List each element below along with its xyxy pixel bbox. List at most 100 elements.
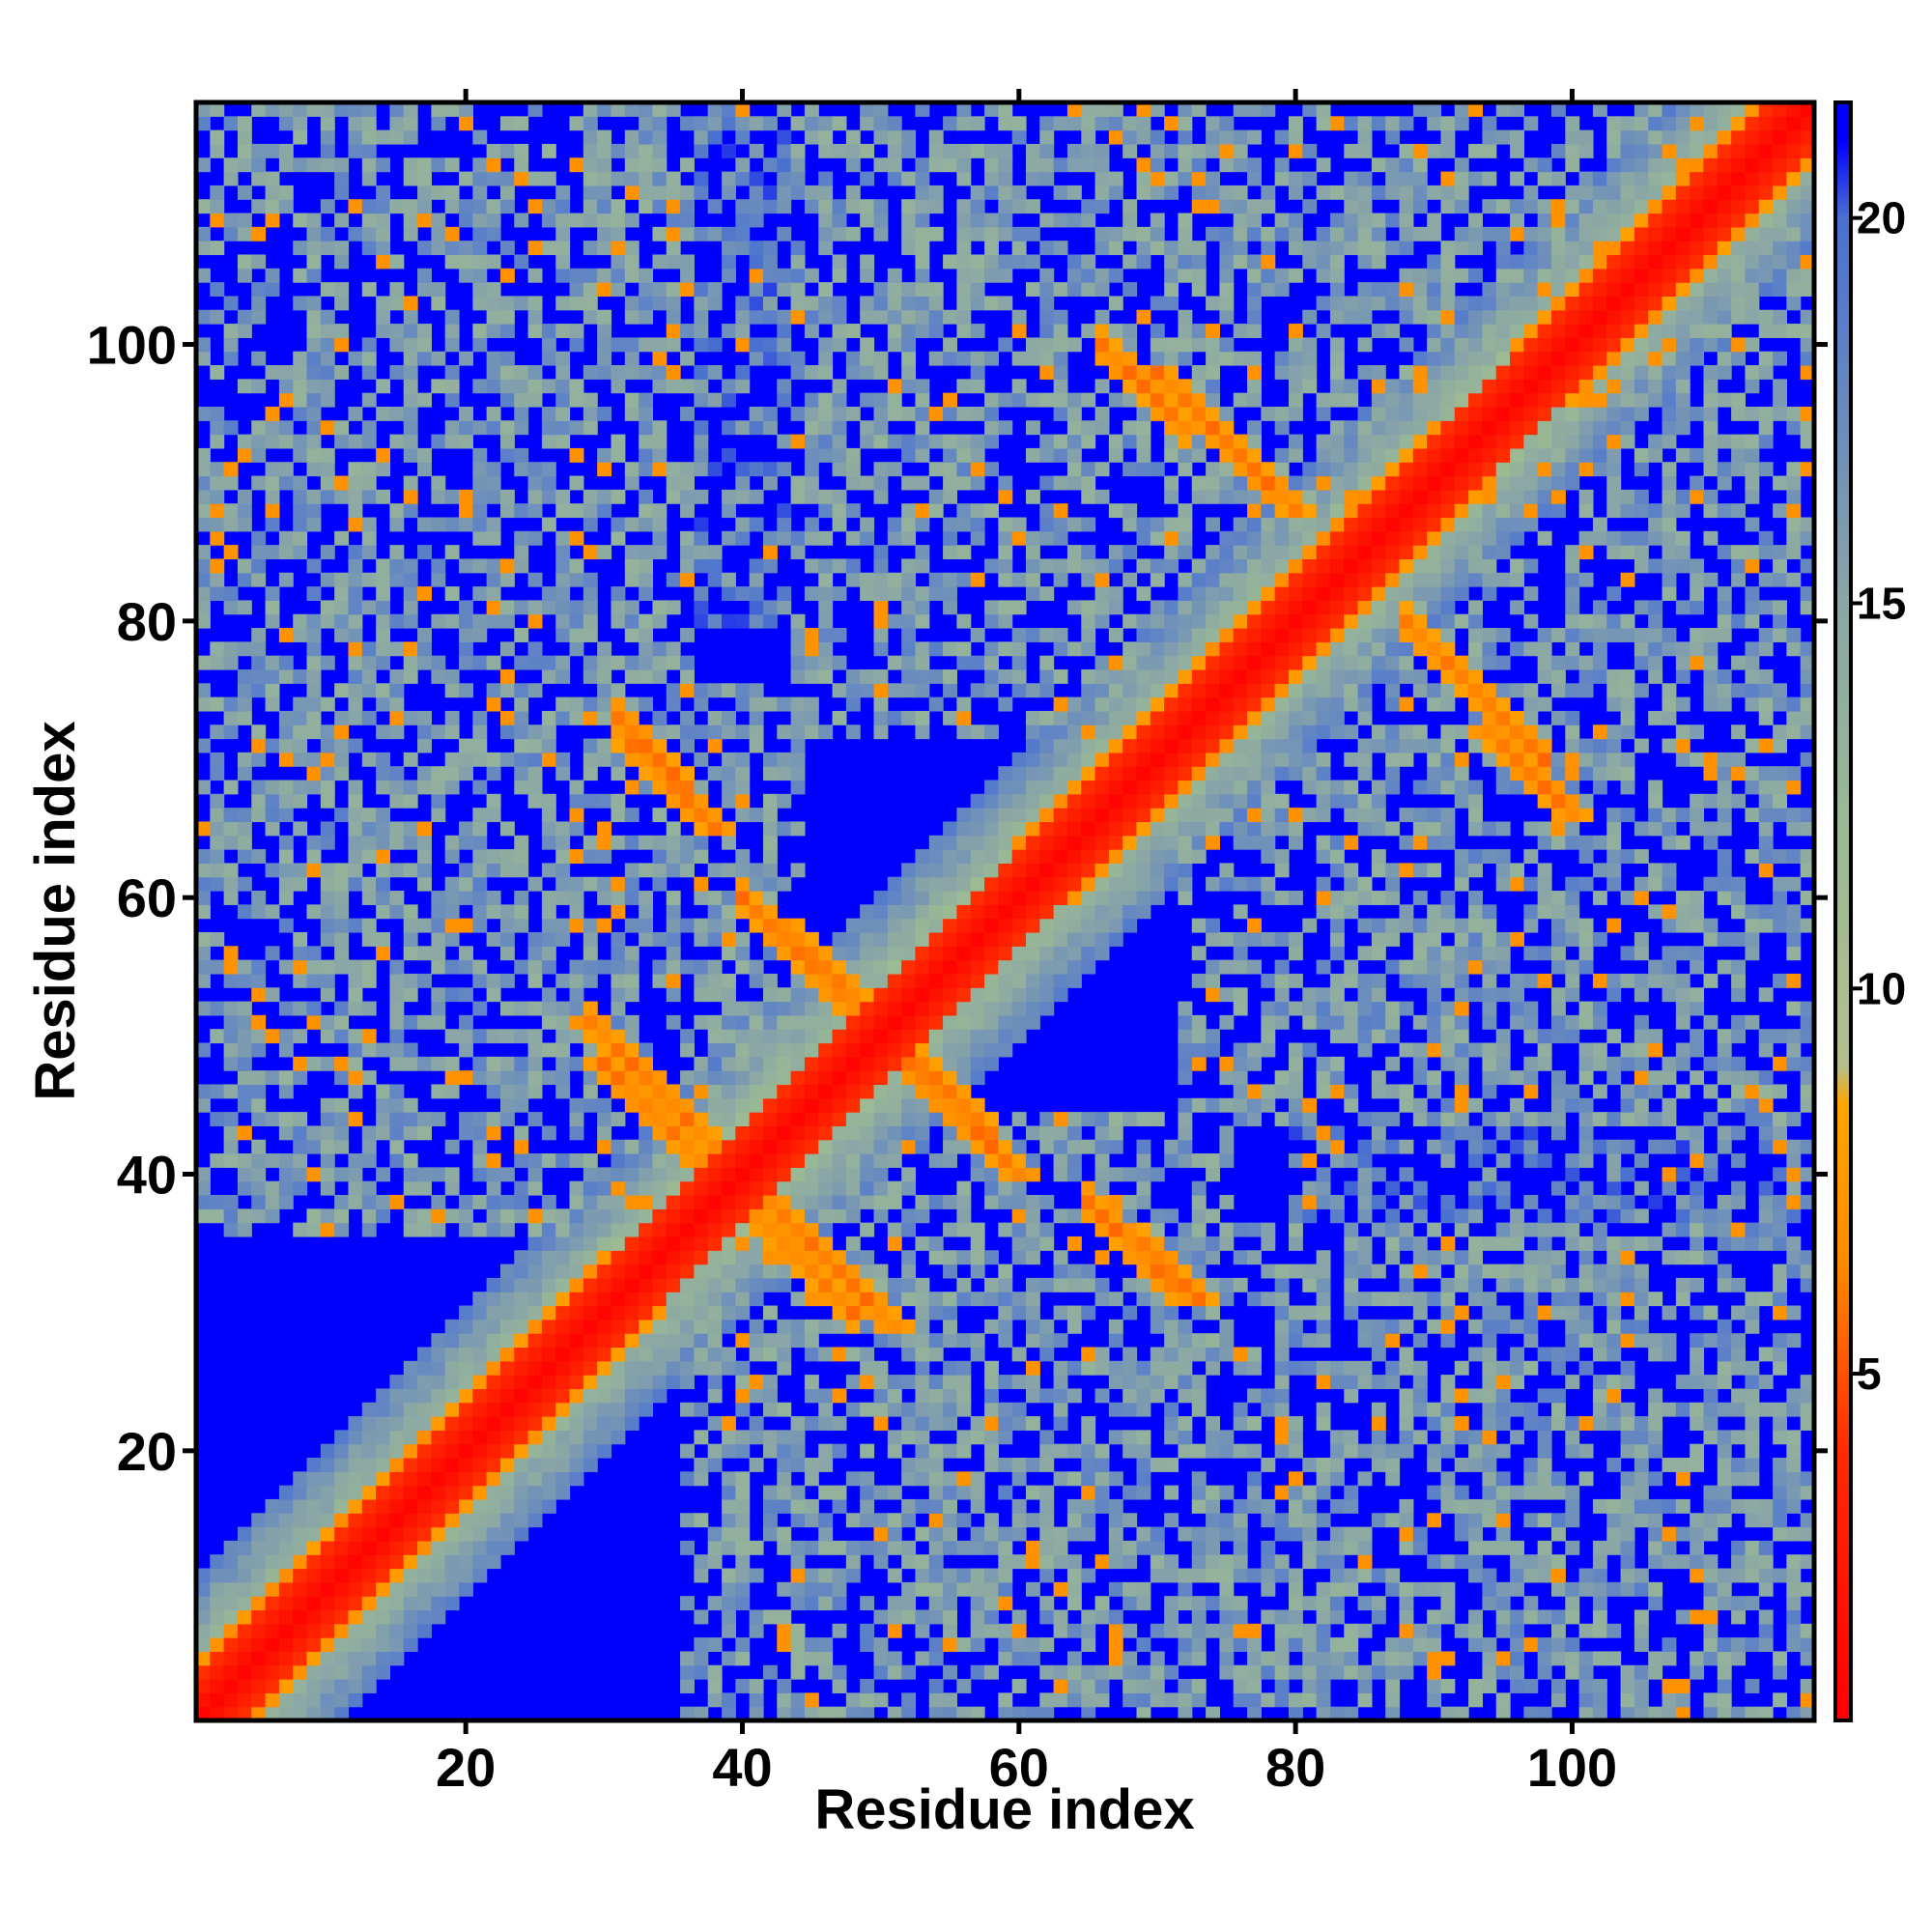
heatmap-cell xyxy=(624,268,639,283)
heatmap-cell xyxy=(527,1416,543,1431)
heatmap-cell xyxy=(1053,1208,1068,1224)
heatmap-cell xyxy=(1108,241,1123,256)
heatmap-cell xyxy=(334,1443,350,1459)
heatmap-cell xyxy=(376,254,391,270)
heatmap-cell xyxy=(928,503,944,519)
heatmap-cell xyxy=(237,1596,252,1611)
heatmap-cell xyxy=(707,918,723,933)
heatmap-cell xyxy=(403,1042,418,1058)
heatmap-cell xyxy=(694,420,709,436)
heatmap-cell xyxy=(569,1360,584,1376)
heatmap-cell xyxy=(749,1112,764,1127)
heatmap-cell xyxy=(984,613,999,629)
heatmap-cell xyxy=(472,226,488,242)
heatmap-cell xyxy=(1025,1208,1040,1224)
heatmap-cell xyxy=(735,959,751,975)
heatmap-cell xyxy=(597,696,612,712)
heatmap-cell xyxy=(707,116,723,131)
heatmap-cell xyxy=(818,226,834,242)
heatmap-cell xyxy=(1108,835,1123,850)
heatmap-cell xyxy=(749,406,764,421)
heatmap-cell xyxy=(1122,379,1138,394)
heatmap-cell xyxy=(389,282,405,298)
heatmap-cell xyxy=(611,171,626,186)
heatmap-cell xyxy=(832,434,847,449)
heatmap-cell xyxy=(444,1596,460,1611)
heatmap-cell xyxy=(887,143,902,158)
heatmap-cell xyxy=(527,1084,543,1099)
heatmap-cell xyxy=(1053,628,1068,642)
heatmap-cell xyxy=(832,1029,847,1044)
heatmap-cell xyxy=(486,863,501,878)
heatmap-cell xyxy=(237,1554,252,1570)
heatmap-cell xyxy=(943,1125,957,1141)
heatmap-cell xyxy=(348,517,363,532)
heatmap-cell xyxy=(943,1194,957,1209)
heatmap-cell xyxy=(1150,683,1165,698)
heatmap-cell xyxy=(459,600,473,615)
heatmap-cell xyxy=(818,1084,834,1099)
heatmap-cell xyxy=(361,129,377,145)
heatmap-cell xyxy=(376,849,391,864)
heatmap-cell xyxy=(403,931,418,947)
heatmap-cell xyxy=(749,1457,764,1472)
heatmap-cell xyxy=(541,1388,556,1404)
heatmap-cell xyxy=(804,1388,819,1404)
heatmap-cell xyxy=(1164,1596,1179,1611)
heatmap-cell xyxy=(1053,1554,1068,1570)
heatmap-cell xyxy=(472,1388,488,1404)
heatmap-cell xyxy=(722,683,736,698)
heatmap-cell xyxy=(1150,724,1165,740)
heatmap-cell xyxy=(527,1485,543,1500)
heatmap-cell xyxy=(569,793,584,809)
heatmap-cell xyxy=(582,655,598,670)
heatmap-cell xyxy=(1025,849,1040,864)
heatmap-cell xyxy=(361,462,377,477)
heatmap-cell xyxy=(472,199,488,214)
heatmap-cell xyxy=(210,641,225,657)
heatmap-cell xyxy=(597,268,612,283)
heatmap-cell xyxy=(887,1609,902,1625)
heatmap-cell xyxy=(845,1097,861,1113)
heatmap-cell xyxy=(1136,241,1151,256)
heatmap-cell xyxy=(639,1180,654,1196)
heatmap-cell xyxy=(1136,1471,1151,1487)
heatmap-cell xyxy=(376,199,391,214)
heatmap-cell xyxy=(265,738,280,753)
heatmap-cell xyxy=(707,1277,723,1293)
heatmap-cell xyxy=(998,1180,1013,1196)
heatmap-cell xyxy=(320,1222,335,1237)
heatmap-cell xyxy=(582,1347,598,1362)
heatmap-cell xyxy=(1136,1236,1151,1251)
heatmap-cell xyxy=(1039,710,1055,725)
heatmap-cell xyxy=(943,1360,957,1376)
heatmap-cell xyxy=(582,171,598,186)
heatmap-cell xyxy=(818,1292,834,1307)
heatmap-cell xyxy=(555,1375,571,1390)
heatmap-cell xyxy=(582,185,598,200)
heatmap-cell xyxy=(1025,1292,1040,1307)
heatmap-cell xyxy=(707,1208,723,1224)
heatmap-cell xyxy=(237,558,252,574)
heatmap-cell xyxy=(251,1581,267,1597)
heatmap-cell xyxy=(1108,738,1123,753)
heatmap-cell xyxy=(196,931,211,947)
heatmap-cell xyxy=(1081,766,1096,781)
heatmap-cell xyxy=(251,628,267,642)
heatmap-cell xyxy=(306,613,322,629)
heatmap-cell xyxy=(998,226,1013,242)
heatmap-cell xyxy=(680,1402,695,1417)
heatmap-cell xyxy=(694,324,709,338)
heatmap-cell xyxy=(348,1084,363,1099)
heatmap-cell xyxy=(1150,517,1165,532)
heatmap-cell xyxy=(582,1305,598,1321)
heatmap-cell xyxy=(1122,752,1138,767)
heatmap-cell xyxy=(818,420,834,436)
heatmap-cell xyxy=(943,1402,957,1417)
heatmap-cell xyxy=(680,1153,695,1168)
heatmap-cell xyxy=(1081,1347,1096,1362)
heatmap-cell xyxy=(237,1208,252,1224)
heatmap-cell xyxy=(459,821,473,837)
heatmap-cell xyxy=(777,1402,792,1417)
heatmap-cell xyxy=(265,613,280,629)
